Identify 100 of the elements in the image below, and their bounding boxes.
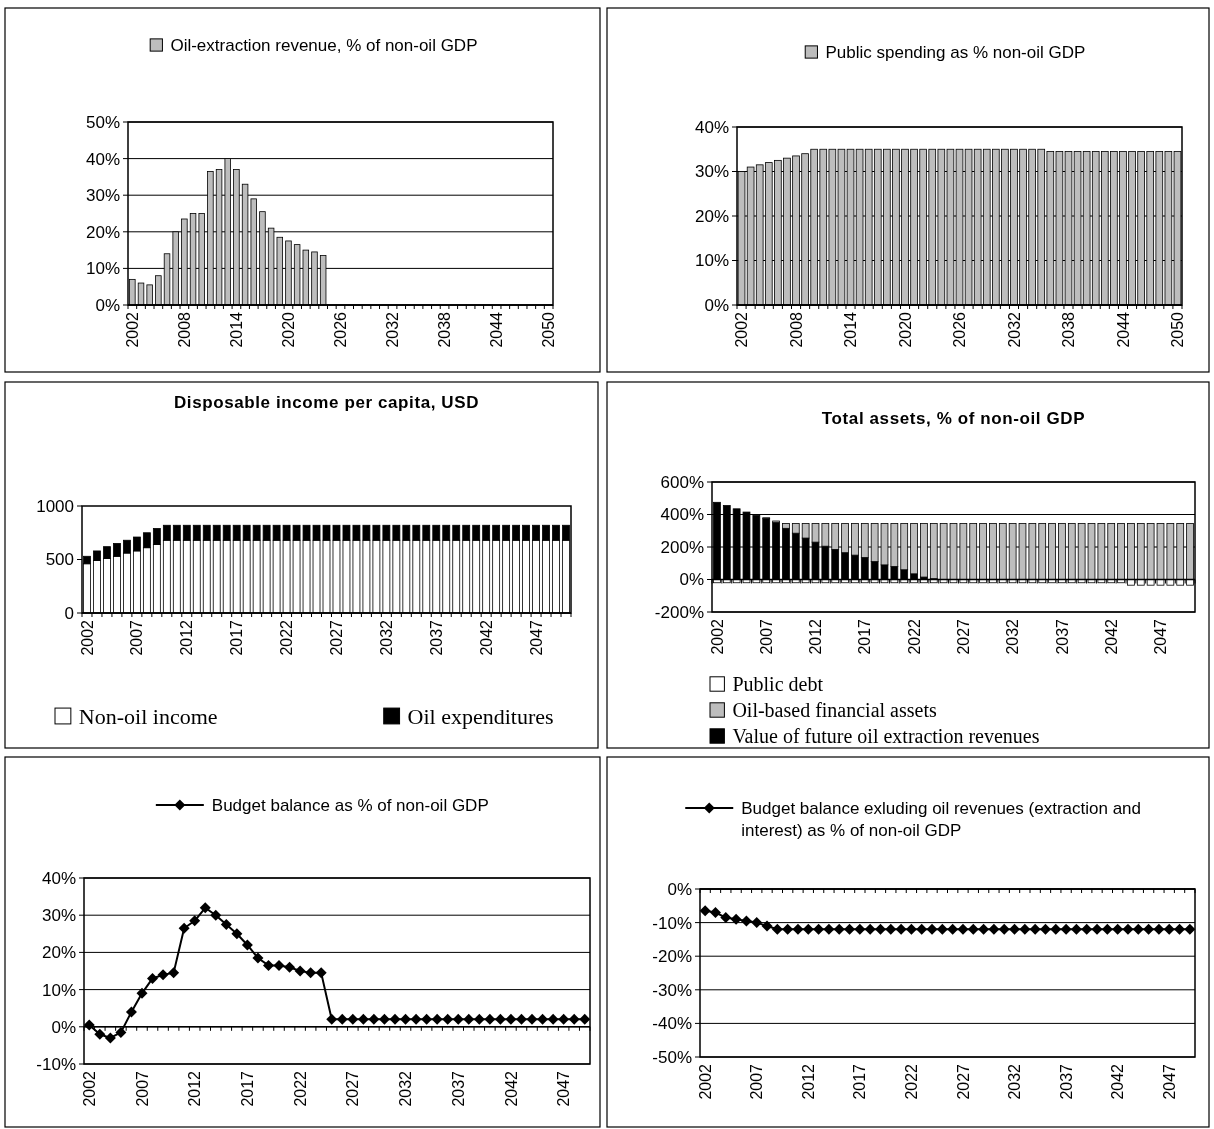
x-tick-label: 2037 [449,1070,467,1107]
point [168,967,180,979]
x-tick-label: 2027 [954,618,972,655]
x-tick-label: 2050 [540,311,558,348]
x-tick-label: 2007 [128,619,146,656]
y-tick-label: -30% [652,980,692,1000]
y-tick-label: -50% [652,1047,692,1067]
point [442,1013,454,1025]
x-tick-label: 2050 [1169,311,1187,348]
x-tick-label: 2012 [799,1063,817,1100]
x-tick-label: 2002 [123,311,141,348]
point [115,1026,127,1038]
x-tick-label: 2008 [787,311,805,348]
y-tick-label: 50% [85,112,120,132]
x-tick-label: 2047 [527,619,545,656]
point [252,952,264,964]
legend-label: Budget balance as % of non-oil GDP [211,795,489,815]
x-tick-label: 2032 [1005,311,1023,348]
legend-label: Oil-based financial assets [732,699,937,721]
point [568,1013,580,1025]
point [305,967,317,979]
x-tick-label: 2007 [748,1063,766,1100]
x-tick-label: 2007 [133,1070,151,1107]
x-tick-label: 2047 [1152,618,1170,655]
x-tick-label: 2022 [905,618,923,655]
chart-title: Total assets, % of non-oil GDP [821,409,1086,428]
x-tick-label: 2027 [344,1070,362,1107]
legend-label: Public debt [732,673,824,695]
point [326,1013,338,1025]
y-tick-label: -200% [654,602,704,622]
y-tick-label: 10% [85,259,120,279]
legend-label: Oil expenditures [407,703,554,729]
x-tick-label: 2002 [78,619,96,656]
x-tick-label: 2038 [436,311,454,348]
x-tick-label: 2042 [1109,1063,1127,1100]
point [294,965,306,977]
point [336,1013,348,1025]
x-tick-label: 2042 [477,619,495,656]
x-tick-label: 2017 [856,618,874,655]
x-tick-label: 2032 [384,311,402,348]
x-tick-label: 2020 [280,311,298,348]
y-tick-label: 30% [41,906,76,926]
point [558,1013,570,1025]
x-tick-label: 2020 [896,311,914,348]
x-tick-label: 2042 [502,1070,520,1107]
y-tick-label: 0% [679,570,704,590]
y-tick-label: 0% [95,295,120,315]
point [347,1013,359,1025]
point [526,1013,538,1025]
x-tick-label: 2012 [178,619,196,656]
x-tick-label: 2002 [80,1070,98,1107]
point [94,1028,106,1040]
point [178,922,190,934]
y-tick-label: 1000 [36,496,74,516]
x-tick-label: 2044 [488,311,506,348]
x-tick-label: 2002 [696,1063,714,1100]
x-tick-label: 2037 [1053,618,1071,655]
point [357,1013,369,1025]
point [136,987,148,999]
x-tick-label: 2008 [175,311,193,348]
x-tick-label: 2032 [1006,1063,1024,1100]
point [410,1013,422,1025]
point [579,1013,591,1025]
y-tick-label: 0 [64,603,74,623]
point [199,902,211,914]
y-tick-label: 30% [85,186,120,206]
point [231,928,243,940]
y-tick-label: 10% [41,980,76,1000]
x-tick-label: 2044 [1114,311,1132,348]
point [515,1013,527,1025]
y-tick-label: -20% [652,947,692,967]
x-tick-label: 2032 [397,1070,415,1107]
x-tick-label: 2022 [903,1063,921,1100]
point [220,919,232,930]
y-tick-label: 0% [51,1017,76,1037]
point [452,1013,464,1025]
x-tick-label: 2017 [851,1063,869,1100]
legend-label: Value of future oil extraction revenues [732,725,1040,747]
point [189,915,201,927]
y-tick-label: -40% [652,1014,692,1034]
x-tick-label: 2027 [328,619,346,656]
y-tick-label: 0% [704,295,729,315]
point [210,909,222,921]
legend-label: Non-oil income [78,703,218,729]
y-tick-label: 200% [660,537,704,557]
point [378,1013,390,1025]
point [368,1013,380,1025]
point [547,1013,559,1025]
y-tick-label: 10% [694,251,729,271]
x-tick-label: 2026 [332,311,350,348]
y-tick-label: 40% [694,117,729,137]
point [262,959,274,971]
legend-label: Budget balance exluding oil revenues (extraction and interest) as % of non-oil GDP [741,798,1142,841]
x-tick-label: 2017 [228,619,246,656]
point [389,1013,401,1025]
x-tick-label: 2007 [757,618,775,655]
x-tick-label: 2014 [228,311,246,348]
x-tick-label: 2042 [1102,618,1120,655]
point [125,1006,137,1018]
x-tick-label: 2038 [1060,311,1078,348]
